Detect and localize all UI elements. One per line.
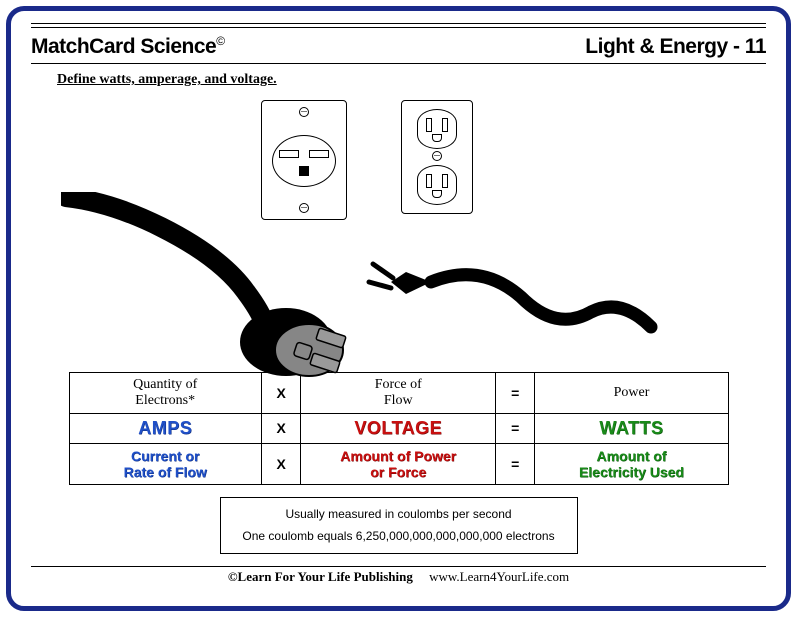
screw-icon [432,151,442,161]
cell-op-eq: = [496,414,535,444]
cell-op-x: X [261,414,300,444]
table-row: Current or Rate of Flow X Amount of Powe… [69,443,728,484]
footer-url: www.Learn4YourLife.com [429,569,569,584]
footer-copyright: ©Learn For Your Life Publishing [228,569,413,584]
card-frame: MatchCard Science© Light & Energy - 11 D… [6,6,791,611]
cell-current: Current or Rate of Flow [124,448,207,480]
footer-rule [31,566,766,567]
card-inner: MatchCard Science© Light & Energy - 11 D… [31,23,766,598]
title-right: Light & Energy - 11 [585,35,766,59]
title-left: MatchCard Science [31,35,216,58]
socket-icon [417,165,457,205]
cell-watts: WATTS [599,418,663,438]
plug-3prong-icon [61,192,381,382]
cell-op-eq: = [496,373,535,414]
cell-op-x: X [261,443,300,484]
header-rule-bottom [31,63,766,64]
cell-voltage: VOLTAGE [354,418,442,438]
footnote-box: Usually measured in coulombs per second … [220,497,578,554]
socket-round-icon [272,135,336,187]
plug-2prong-icon [361,242,661,362]
header-left: MatchCard Science© [31,34,225,59]
footer: ©Learn For Your Life Publishing www.Lear… [31,569,766,585]
header-rule-top [31,23,766,28]
copyright-symbol: © [216,34,224,48]
instruction-text: Define watts, amperage, and voltage. [57,72,766,88]
illustration-area [31,92,766,372]
outlet-duplex-icon [401,100,473,214]
table-row: AMPS X VOLTAGE = WATTS [69,414,728,444]
cell-amps: AMPS [138,418,192,438]
header-row: MatchCard Science© Light & Energy - 11 [31,32,766,61]
cell-amount-electricity: Amount of Electricity Used [579,448,684,480]
cell-op-eq: = [496,443,535,484]
socket-icon [417,109,457,149]
equation-table: Quantity of Electrons* X Force of Flow =… [69,372,729,485]
cell-power: Power [535,373,728,414]
slot-icon [309,150,329,158]
screw-icon [299,107,309,117]
footnote-line1: Usually measured in coulombs per second [229,504,569,526]
slot-icon [279,150,299,158]
ground-icon [299,166,309,176]
cell-amount-force: Amount of Power or Force [340,448,456,480]
footnote-line2: One coulomb equals 6,250,000,000,000,000… [229,526,569,548]
